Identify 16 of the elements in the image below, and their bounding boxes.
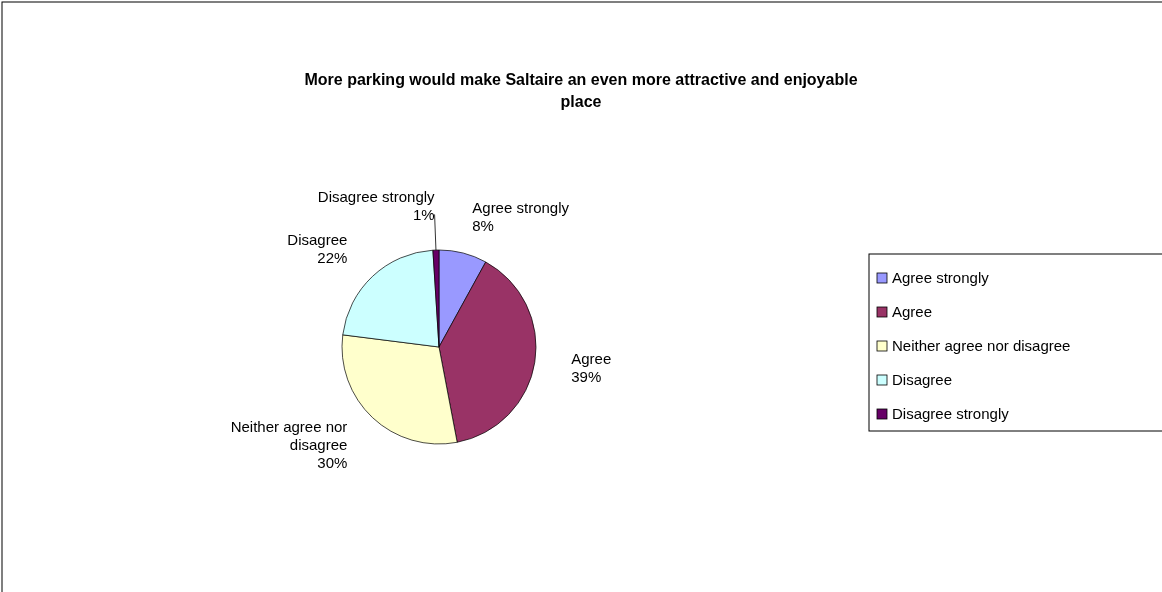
data-label: 8%: [472, 217, 494, 235]
legend-label: Neither agree nor disagree: [892, 337, 1071, 354]
legend-label: Disagree strongly: [892, 405, 1010, 422]
legend-label: Agree: [892, 303, 933, 320]
slice-label: Disagree: [287, 231, 348, 249]
legend-label: Agree strongly: [892, 269, 990, 286]
slice-label: Agree strongly: [472, 199, 570, 217]
slice-label: Disagree strongly: [317, 188, 436, 206]
data-label: 30%: [317, 453, 348, 471]
data-label: 22%: [317, 249, 348, 267]
legend-label: Disagree: [892, 371, 953, 388]
slice-label: Agree: [571, 349, 612, 367]
chart-title: More parking would make Saltaire an even more attractive and enjoyable place: [304, 71, 858, 110]
data-label: 39%: [571, 367, 602, 385]
data-label: 1%: [412, 206, 435, 224]
slice-label: Neither agree nor disagree: [230, 417, 348, 453]
